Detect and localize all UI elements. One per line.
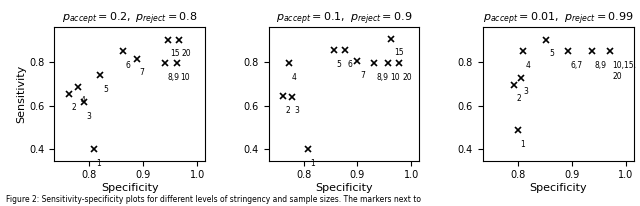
Text: 1: 1 [310,159,316,167]
Text: 8,9: 8,9 [376,73,388,82]
Text: 6: 6 [125,61,131,70]
Text: 4: 4 [81,96,85,105]
Text: 5: 5 [103,85,108,94]
Text: 7: 7 [360,71,365,80]
Text: 1: 1 [520,140,525,149]
X-axis label: Specificity: Specificity [529,183,587,193]
Text: 7: 7 [140,68,145,77]
Text: 5: 5 [337,60,341,69]
Text: 20: 20 [182,49,191,58]
Text: 1: 1 [97,159,101,167]
Text: 4: 4 [292,73,297,82]
Text: 6,7: 6,7 [571,61,583,70]
Text: 15: 15 [170,49,180,58]
Y-axis label: Sensitivity: Sensitivity [17,65,27,123]
Text: 8,9: 8,9 [168,73,180,82]
Text: 3: 3 [87,112,92,121]
Text: 10,15,
20: 10,15, 20 [612,61,637,81]
Text: 6: 6 [348,60,353,69]
X-axis label: Specificity: Specificity [101,183,159,193]
Text: 20: 20 [403,73,412,82]
X-axis label: Specificity: Specificity [315,183,373,193]
Text: 3: 3 [524,87,529,96]
Text: 2: 2 [72,103,76,112]
Text: 4: 4 [526,61,531,70]
Text: 8,9: 8,9 [595,61,607,70]
Title: $p_{accept} = 0.2,\ p_{reject} = 0.8$: $p_{accept} = 0.2,\ p_{reject} = 0.8$ [62,10,198,27]
Text: 5: 5 [549,49,554,58]
Text: Figure 2: Sensitivity-specificity plots for different levels of stringency and s: Figure 2: Sensitivity-specificity plots … [6,195,421,204]
Title: $p_{accept} = 0.01,\ p_{reject} = 0.99$: $p_{accept} = 0.01,\ p_{reject} = 0.99$ [483,10,634,27]
Text: 10: 10 [180,73,189,82]
Text: 2: 2 [286,106,291,115]
Text: 10: 10 [390,73,400,82]
Text: 2: 2 [516,94,522,103]
Text: 15: 15 [394,48,404,57]
Text: 3: 3 [294,106,300,115]
Title: $p_{accept} = 0.1,\ p_{reject} = 0.9$: $p_{accept} = 0.1,\ p_{reject} = 0.9$ [276,10,412,27]
